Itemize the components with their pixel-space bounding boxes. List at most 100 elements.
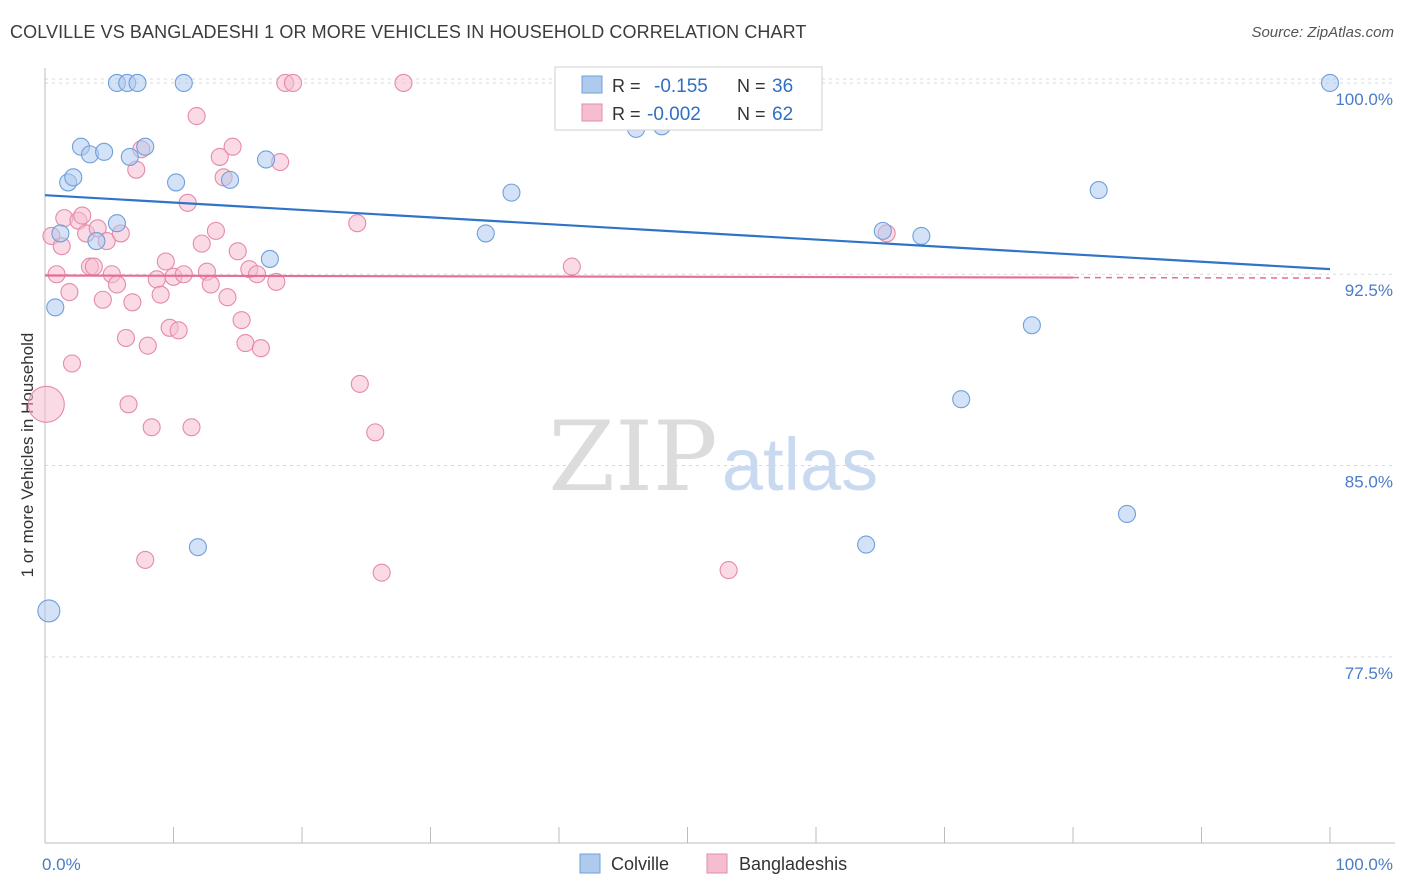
colville-point	[1320, 73, 1340, 93]
colville-trend-line	[44, 194, 1331, 271]
bangladeshis-point	[223, 137, 242, 156]
bangladeshis-point	[187, 107, 206, 126]
bangladeshis-point	[27, 385, 65, 423]
bangladeshis-point	[562, 257, 581, 276]
bangladeshis-point	[60, 283, 79, 302]
bangladeshis-point	[182, 418, 201, 437]
colville-point	[174, 73, 193, 93]
colville-r-label: R =	[612, 76, 641, 96]
colville-n-label: N =	[737, 76, 766, 96]
colville-point	[260, 249, 279, 268]
bangladeshis-point	[350, 374, 369, 393]
bangladeshis-point	[251, 339, 270, 358]
bangladeshis-point	[372, 563, 391, 582]
legend-colville-swatch	[579, 853, 601, 874]
bangladeshis-r-label: R =	[612, 104, 641, 124]
bangladeshis-point	[283, 73, 303, 93]
colville-point	[64, 168, 83, 187]
colville-point	[220, 170, 240, 189]
colville-r-value: -0.155	[654, 76, 708, 97]
bangladeshis-point	[116, 328, 136, 348]
bangladeshis-point	[169, 321, 188, 340]
legend-colville-label: Colville	[611, 854, 669, 874]
bangladeshis-point	[84, 257, 103, 276]
colville-point	[476, 224, 495, 243]
stats-legend: R = -0.155 N = 36 R = -0.002 N = 62	[554, 66, 823, 131]
chart-title: COLVILLE VS BANGLADESHI 1 OR MORE VEHICL…	[10, 22, 807, 42]
bangladeshis-point	[62, 354, 82, 373]
bangladeshis-n-label: N =	[737, 104, 766, 124]
colville-point	[37, 599, 61, 623]
bangladeshis-r-value: -0.002	[647, 104, 701, 125]
bangladeshis-trend-line	[44, 274, 1074, 279]
bangladeshis-points	[27, 73, 896, 582]
bangladeshis-point	[151, 285, 170, 304]
colville-point	[1117, 504, 1137, 524]
legend-bangladeshis-label: Bangladeshis	[739, 854, 847, 874]
y-tick-label: 85.0%	[1345, 473, 1393, 492]
source-label: Source: ZipAtlas.com	[1251, 24, 1394, 41]
colville-point	[188, 538, 207, 557]
watermark: ZIP atlas	[548, 401, 878, 513]
axes-layer: 100.0% 92.5% 85.0% 77.5% 0.0% 100.0%	[42, 68, 1395, 874]
bangladeshis-point	[218, 288, 237, 307]
colville-point	[120, 147, 139, 166]
colville-n-value: 36	[772, 76, 793, 97]
colville-point	[952, 390, 971, 409]
bangladeshis-point	[47, 265, 66, 284]
colville-swatch	[581, 75, 603, 94]
bangladeshis-point	[142, 418, 161, 437]
bangladeshis-point	[236, 334, 255, 353]
x-tick-label: 100.0%	[1335, 855, 1393, 874]
bangladeshis-point	[247, 265, 267, 284]
bangladeshis-point	[123, 293, 142, 312]
bangladeshis-point	[267, 272, 286, 291]
legend-bangladeshis-swatch	[706, 853, 728, 874]
colville-point	[167, 173, 186, 192]
bangladeshis-point	[394, 73, 413, 93]
colville-point	[87, 232, 106, 251]
bangladeshis-n-value: 62	[772, 104, 793, 125]
bangladeshis-point	[192, 234, 211, 253]
colville-point	[502, 183, 521, 202]
bangladeshis-point	[174, 265, 193, 284]
colville-point	[107, 214, 127, 233]
bangladeshis-point	[73, 206, 92, 225]
bangladeshis-point	[93, 290, 112, 309]
x-tick-label: 0.0%	[42, 855, 81, 874]
trend-lines	[44, 194, 1331, 279]
bangladeshis-point	[719, 561, 738, 580]
colville-point	[95, 142, 114, 161]
y-tick-label: 100.0%	[1335, 90, 1393, 109]
colville-point	[128, 73, 147, 93]
watermark-atlas: atlas	[722, 423, 878, 506]
bangladeshis-point	[138, 336, 157, 355]
colville-point	[873, 221, 892, 240]
colville-point	[1089, 181, 1108, 200]
y-tick-label: 77.5%	[1345, 664, 1393, 683]
bangladeshis-point	[228, 242, 247, 261]
colville-point	[256, 150, 276, 169]
bangladeshis-point	[119, 395, 138, 414]
colville-point	[136, 137, 155, 156]
bangladeshis-point	[206, 221, 225, 240]
colville-point	[1022, 316, 1041, 335]
bangladeshis-trend-line-dashed	[1072, 276, 1331, 279]
y-tick-label: 92.5%	[1345, 281, 1393, 300]
colville-point	[46, 298, 65, 317]
bangladeshis-point	[348, 214, 367, 233]
bangladeshis-point	[210, 147, 229, 166]
colville-point	[857, 535, 876, 554]
bangladeshis-point	[156, 252, 175, 271]
bangladeshis-swatch	[581, 103, 603, 122]
watermark-zip: ZIP	[548, 401, 717, 513]
bangladeshis-point	[201, 275, 220, 294]
bangladeshis-point	[366, 423, 385, 442]
bangladeshis-point	[136, 550, 155, 569]
bangladeshis-point	[147, 270, 166, 289]
series-legend: Colville Bangladeshis	[579, 853, 847, 874]
bangladeshis-point	[232, 311, 251, 330]
colville-point	[51, 224, 70, 243]
bangladeshis-point	[107, 275, 127, 294]
